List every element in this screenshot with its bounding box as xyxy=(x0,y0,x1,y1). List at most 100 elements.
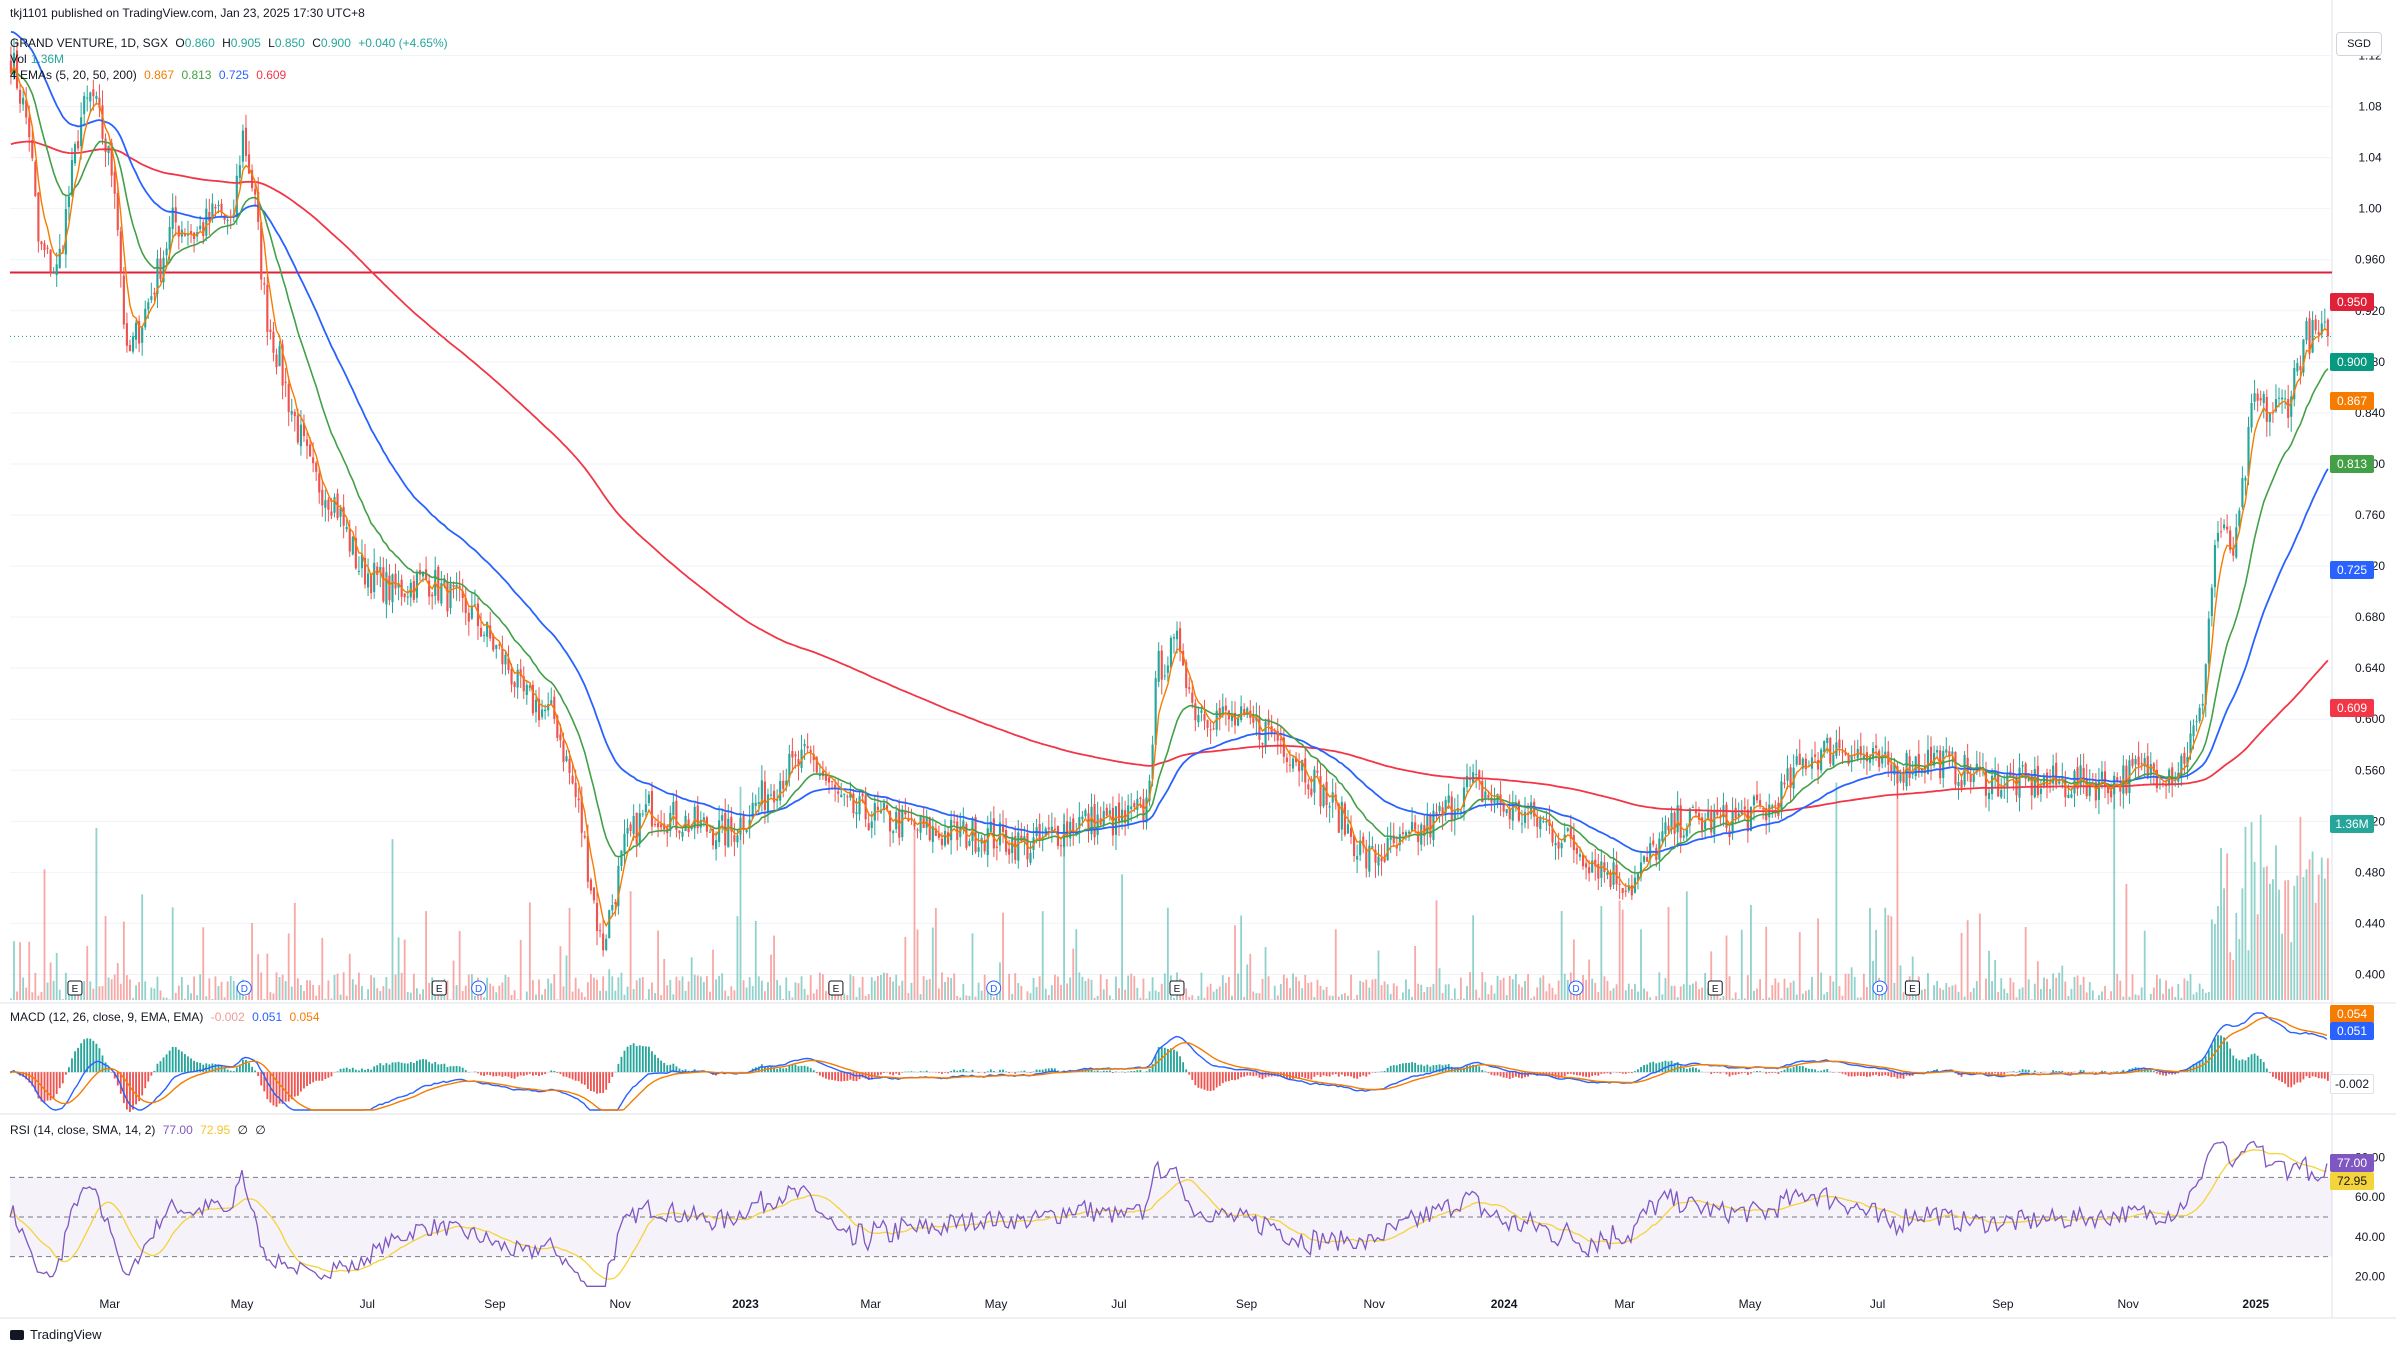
volume-bar xyxy=(1133,976,1136,1000)
event-marker xyxy=(471,980,487,996)
candle-body xyxy=(403,593,406,598)
candle-body xyxy=(699,820,702,828)
volume-bar xyxy=(220,981,223,1000)
volume-bar xyxy=(461,990,464,1000)
volume-bar xyxy=(1490,985,1493,1000)
volume-bar xyxy=(1469,972,1471,1000)
candle-body xyxy=(2207,618,2210,664)
volume-bar xyxy=(1902,992,1905,1000)
macd-hist-bar xyxy=(238,1064,241,1073)
candle-body xyxy=(1838,739,1841,749)
candle-body xyxy=(1951,751,1954,755)
macd-hist-bar xyxy=(626,1046,629,1073)
time-tick-label: Mar xyxy=(99,1297,120,1311)
candle-body xyxy=(1942,750,1945,778)
macd-hist-bar xyxy=(2104,1071,2106,1073)
candle-body xyxy=(1908,756,1911,779)
macd-hist-bar xyxy=(480,1072,482,1076)
macd-hist-bar xyxy=(74,1051,76,1073)
macd-hist-bar xyxy=(1127,1071,1130,1073)
macd-hist-bar xyxy=(168,1050,171,1073)
macd-hist-bar xyxy=(1679,1065,1682,1073)
macd-hist-bar xyxy=(1206,1072,1209,1091)
macd-hist-bar xyxy=(583,1072,586,1085)
volume-bar xyxy=(1350,974,1352,1000)
volume-bar xyxy=(559,946,562,1000)
price-tick-label: 0.560 xyxy=(2355,763,2385,777)
macd-hist-bar xyxy=(440,1064,443,1073)
volume-bar xyxy=(1927,973,1929,1000)
macd-hist-bar xyxy=(834,1072,837,1081)
macd-hist-bar xyxy=(361,1068,363,1073)
candle-body xyxy=(1117,802,1121,822)
candle-body xyxy=(1508,809,1511,820)
volume-bar xyxy=(1331,995,1334,1000)
macd-hist-bar xyxy=(1869,1072,1871,1077)
last-price-badge: 0.900 xyxy=(2330,353,2374,371)
ema50-value: 0.725 xyxy=(218,68,249,82)
candle-body xyxy=(889,811,892,832)
ema20-value: 0.813 xyxy=(181,68,212,82)
candle-body xyxy=(2042,775,2046,786)
macd-hist-bar xyxy=(28,1072,31,1083)
volume-bar xyxy=(1664,978,1667,1000)
volume-bar xyxy=(1160,983,1163,1000)
candle-body xyxy=(1997,773,2000,797)
macd-hist-bar xyxy=(1450,1066,1453,1073)
volume-bar xyxy=(129,979,131,1000)
candle-body xyxy=(1386,838,1389,861)
macd-hist-bar xyxy=(779,1067,782,1073)
macd-hist-bar xyxy=(1536,1072,1539,1076)
volume-bar xyxy=(2278,889,2280,1000)
candle-body xyxy=(934,828,937,836)
macd-hist-bar xyxy=(1728,1072,1731,1077)
footer-brand[interactable]: TradingView xyxy=(10,1327,102,1342)
candle-body xyxy=(1072,818,1075,833)
candle-body xyxy=(1917,753,1920,772)
macd-hist-bar xyxy=(68,1067,70,1073)
macd-value: 0.051 xyxy=(252,1010,283,1024)
macd-hist-bar xyxy=(1105,1070,1108,1073)
macd-hist-bar xyxy=(1511,1072,1514,1078)
volume-bar xyxy=(382,986,385,1000)
macd-hist-bar xyxy=(2067,1072,2070,1074)
currency-selector[interactable]: SGD xyxy=(2336,32,2382,56)
candle-body xyxy=(177,226,180,237)
macd-hist-bar xyxy=(2265,1068,2268,1073)
macd-hist-bar xyxy=(1759,1071,1761,1073)
volume-bar xyxy=(712,949,714,1000)
macd-hist-bar xyxy=(629,1045,632,1073)
macd-hist-bar xyxy=(809,1068,812,1073)
macd-hist-bar xyxy=(2070,1072,2073,1075)
macd-hist-bar xyxy=(687,1070,690,1073)
macd-hist-bar xyxy=(1200,1072,1203,1089)
volume-bar xyxy=(333,974,336,1000)
macd-hist-bar xyxy=(2287,1072,2290,1088)
candle-body xyxy=(1447,795,1450,803)
volume-bar xyxy=(1099,974,1102,1000)
volume-bar xyxy=(321,937,324,1000)
volume-bar xyxy=(1447,984,1450,1000)
candle-body xyxy=(1050,826,1053,832)
volume-bar xyxy=(2177,983,2180,1000)
candle-body xyxy=(614,902,617,905)
volume-bar xyxy=(1618,900,1621,1000)
volume-bar xyxy=(565,955,568,1000)
volume-bar xyxy=(1511,979,1514,1000)
macd-hist-bar xyxy=(1557,1072,1560,1079)
candle-body xyxy=(241,130,244,162)
volume-bar xyxy=(1832,981,1835,1000)
macd-hist-bar xyxy=(986,1071,989,1073)
candle-body xyxy=(638,812,641,844)
volume-bar xyxy=(376,988,379,1000)
candle-body xyxy=(956,821,959,840)
volume-bar xyxy=(1951,985,1954,1000)
candle-body xyxy=(2189,733,2192,754)
macd-hist-bar xyxy=(2061,1070,2064,1073)
candle-body xyxy=(1154,678,1157,745)
candle-body xyxy=(1984,769,1988,796)
volume-bar xyxy=(1533,996,1536,1000)
volume-bar xyxy=(2027,979,2030,1000)
macd-hist-bar xyxy=(1594,1072,1597,1076)
